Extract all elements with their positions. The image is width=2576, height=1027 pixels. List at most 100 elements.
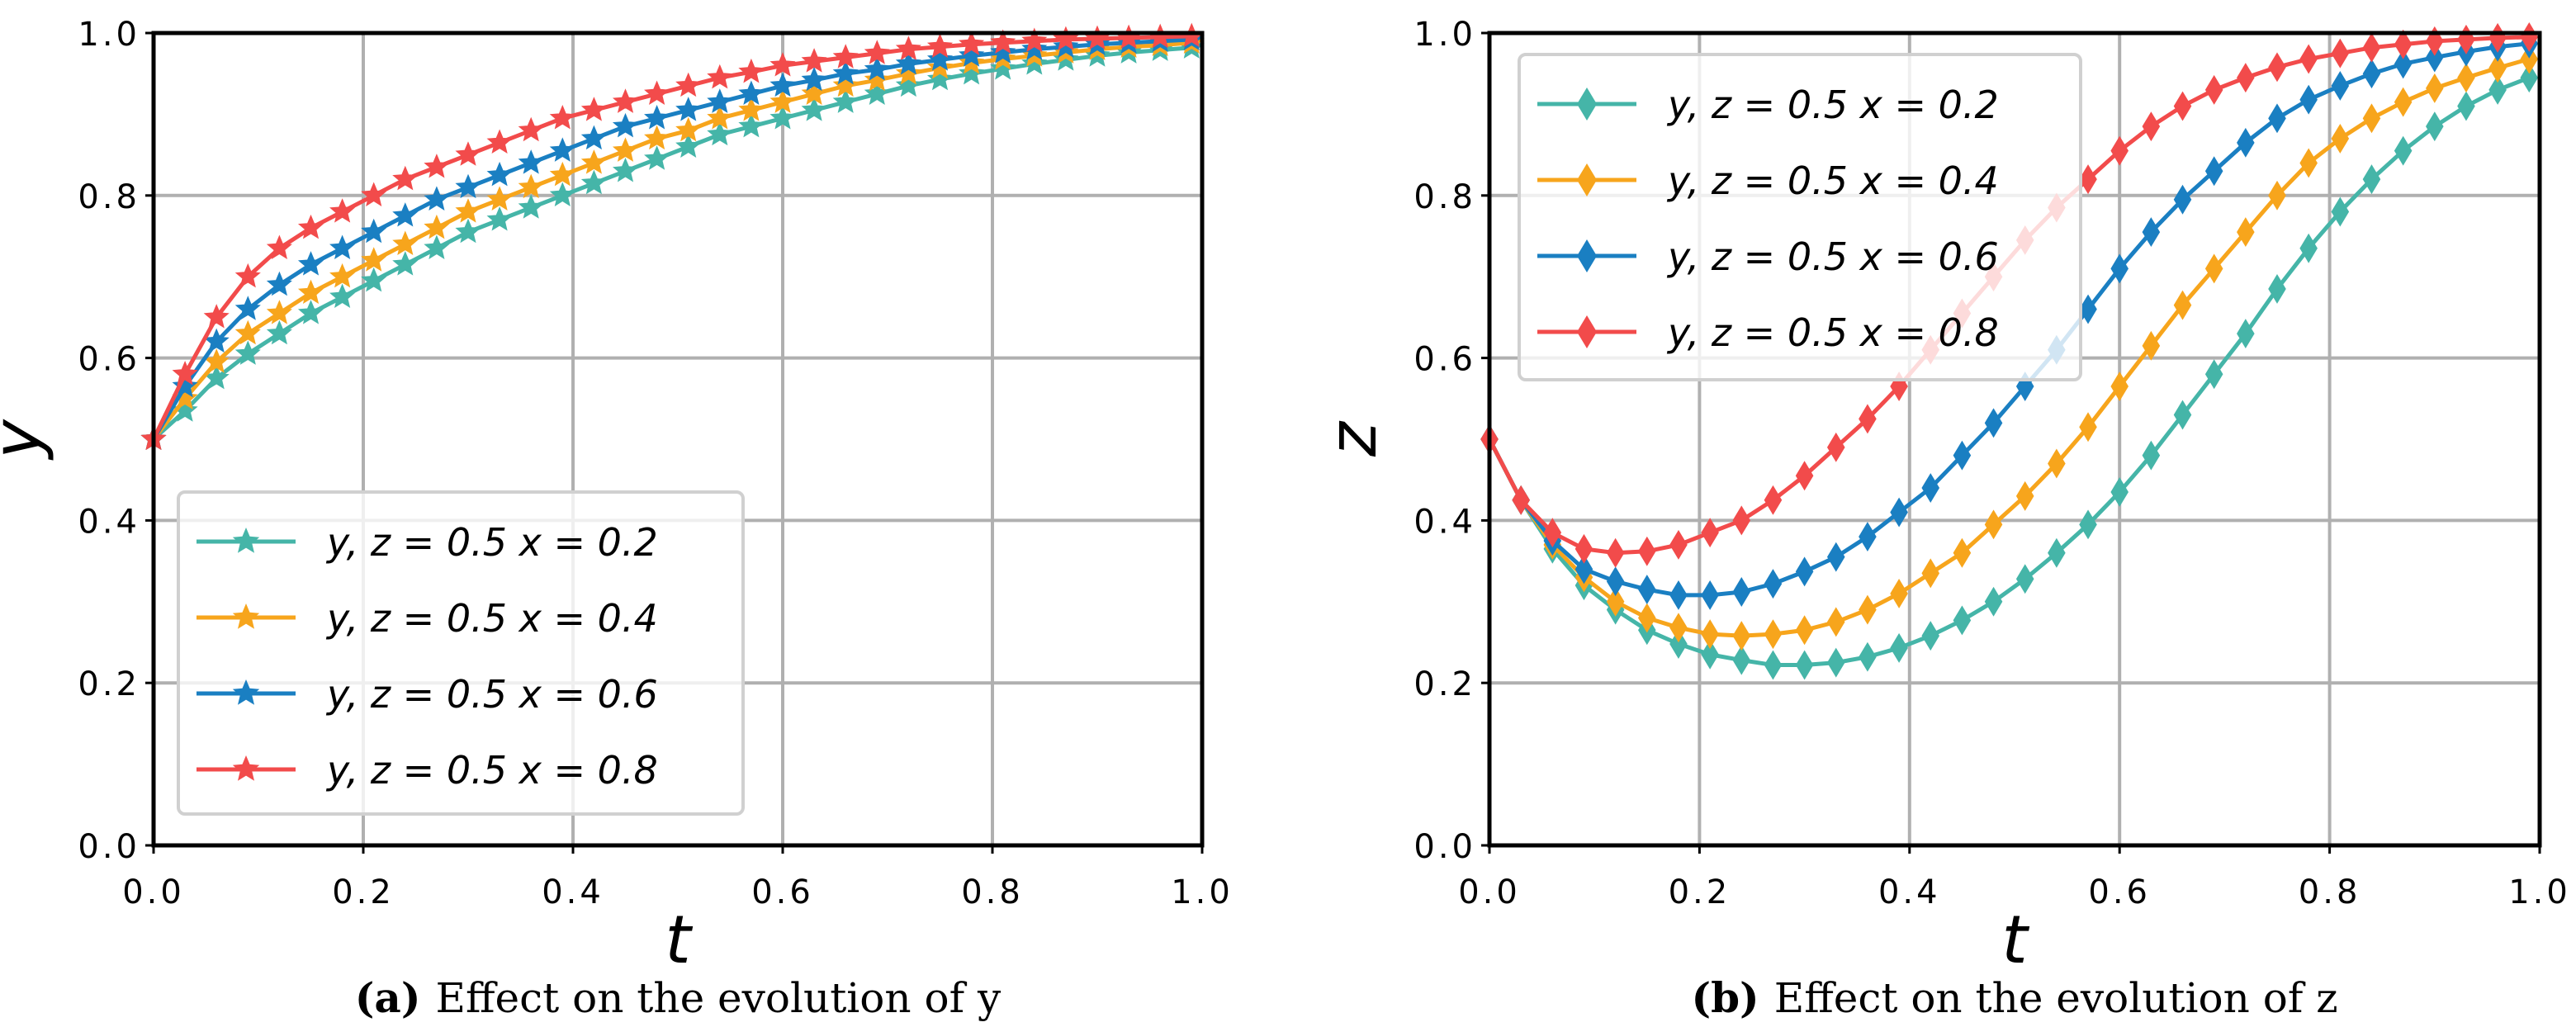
data-point [2204, 253, 2223, 284]
data-point [2362, 103, 2381, 134]
data-point [895, 35, 921, 60]
data-point [424, 214, 450, 239]
panel-a: 0.0 0.2 0.4 0.6 0.8 1.0 0.0 0.2 0.4 0.6 0.8 1.0 y, z… [0, 16, 1234, 1022]
data-point [1921, 621, 1940, 651]
data-point [1669, 613, 1688, 643]
data-point [769, 88, 796, 113]
data-point [392, 251, 419, 276]
data-point [1574, 554, 1593, 584]
series-line [1487, 41, 2530, 598]
data-point [486, 186, 513, 211]
legend-box [1518, 53, 2082, 381]
data-point [926, 65, 954, 91]
data-point [2362, 59, 2381, 89]
data-point [1574, 533, 1593, 564]
data-point [2079, 412, 2097, 443]
data-point [2268, 273, 2286, 304]
legend-marker-diamond-icon [1577, 163, 1597, 196]
data-point [769, 52, 796, 77]
legend-marker-star-icon [232, 679, 260, 705]
data-point [2394, 29, 2413, 59]
legend-label: y, z = 0.5 x = 0.4 [1666, 159, 1999, 203]
data-point [297, 214, 324, 239]
legend-box [177, 490, 745, 816]
legend-item: y, z = 0.5 x = 0.4 [197, 596, 658, 641]
data-point [1701, 639, 1719, 670]
axes-frame [151, 31, 1205, 848]
series-line [151, 37, 1192, 441]
data-point [1732, 645, 1751, 675]
data-point [738, 112, 765, 138]
data-point [1053, 26, 1079, 51]
data-point [455, 218, 481, 244]
legend-label: y, z = 0.5 x = 0.2 [325, 520, 658, 565]
data-point [738, 58, 765, 83]
legend-label: y, z = 0.5 x = 0.6 [1666, 234, 1999, 279]
legend: y, z = 0.5 x = 0.2 y, z = 0.5 x = 0.4 y, z… [177, 490, 745, 816]
data-point [580, 125, 607, 150]
legend-label: y, z = 0.5 x = 0.2 [1666, 83, 1999, 127]
data-point [424, 234, 450, 259]
y-tick-label: 0.2 [1413, 665, 1476, 703]
y-axis-label: z [1314, 420, 1391, 457]
data-point [2142, 330, 2161, 361]
data-point [392, 165, 419, 191]
data-point [2331, 123, 2350, 154]
data-point [864, 40, 890, 64]
data-point [1921, 558, 1940, 589]
legend-marker-diamond-icon [1577, 88, 1597, 121]
series-line [1487, 75, 2531, 668]
y-tick-label: 0.0 [1413, 828, 1476, 866]
data-point [707, 105, 733, 130]
data-point [549, 105, 575, 130]
data-point [2520, 63, 2539, 93]
data-point [864, 80, 890, 105]
data-point [1606, 586, 1625, 617]
x-tick-label: 1.0 [1171, 873, 1234, 911]
y-axis-label: y [0, 419, 55, 461]
legend-marker-diamond-icon [1577, 315, 1597, 348]
data-point [1669, 580, 1688, 610]
data-point [234, 263, 261, 288]
data-point [234, 319, 261, 345]
data-point [1638, 536, 1656, 566]
data-point [2173, 184, 2192, 215]
data-point [1953, 440, 1972, 471]
data-point [2110, 372, 2129, 402]
data-point [612, 112, 639, 138]
data-point [959, 31, 985, 55]
data-point [2520, 44, 2539, 74]
y-tick-label: 0.2 [78, 665, 140, 703]
data-point [2299, 44, 2318, 74]
data-point [2426, 42, 2444, 73]
data-point [580, 169, 607, 195]
data-point [864, 66, 890, 92]
data-point [2362, 164, 2381, 195]
data-point [1732, 577, 1751, 607]
data-point [675, 116, 702, 142]
data-point [832, 88, 859, 113]
data-point [1053, 46, 1079, 71]
x-tick-label: 0.2 [332, 873, 395, 911]
y-tick-label: 0.6 [1413, 341, 1476, 379]
y-tick-label: 0.4 [78, 503, 140, 541]
data-point [580, 149, 607, 174]
data-point [266, 319, 292, 345]
series-teal [140, 34, 1205, 451]
data-point [926, 33, 954, 58]
panel-b: 0.0 0.2 0.4 0.6 0.8 1.0 0.0 0.2 0.4 0.6 0.8 1.0 y, z… [1314, 16, 2568, 1022]
data-point [2457, 63, 2475, 93]
data-point [1701, 580, 1719, 610]
data-point [1890, 497, 1908, 528]
data-point [707, 64, 733, 89]
data-point [2237, 127, 2255, 158]
data-point [1764, 619, 1783, 650]
data-point [580, 97, 607, 121]
data-point [2237, 217, 2255, 248]
data-point [2079, 164, 2097, 195]
data-point [738, 97, 765, 121]
legend-item: y, z = 0.5 x = 0.6 [197, 672, 658, 717]
x-axis-label: t [2001, 902, 2029, 978]
data-point [2299, 84, 2318, 115]
